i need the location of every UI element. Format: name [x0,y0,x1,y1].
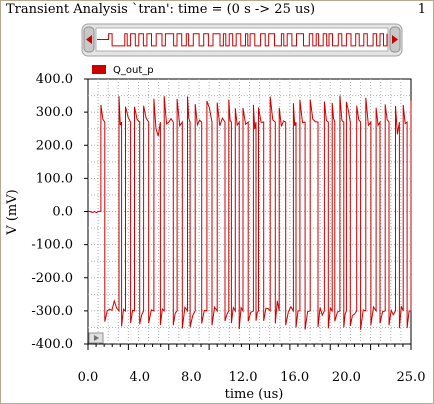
y-tick-label: -200.0 [31,271,73,286]
y-tick-label: -300.0 [31,304,73,319]
zoom-button[interactable] [88,332,104,344]
arrow-left-icon [86,35,92,44]
y-tick-label: 300.0 [36,105,73,120]
play-icon [94,335,99,341]
overview-trace [97,33,388,47]
y-axis-label: V (mV) [5,189,20,235]
x-tick-label: 20.0 [332,370,361,385]
y-axis-ticks: 400.0 300.0 200.0 100.0 0.0 -100.0 -200.0 -300.… [31,72,88,352]
overview-thumb[interactable] [95,27,389,52]
arrow-right-icon [392,35,398,44]
page-number: 1 [417,2,426,17]
series-q-out-p-line [88,95,412,330]
window-title: Transient Analysis `tran': time = (0 s -… [6,2,316,17]
legend: Q_out_p [92,65,154,76]
y-tick-label: -100.0 [31,238,73,253]
y-tick-label: 400.0 [36,72,73,87]
legend-label: Q_out_p [113,65,154,76]
y-tick-label: 200.0 [36,138,73,153]
legend-swatch [92,65,106,74]
grid [88,79,411,344]
overview-scrollbar[interactable] [81,23,403,57]
x-tick-label: 25.0 [397,370,426,385]
x-tick-label: 0.0 [78,370,99,385]
y-tick-label: 0.0 [52,205,73,220]
x-tick-label: 8.0 [181,370,202,385]
y-tick-label: -400.0 [31,337,73,352]
x-tick-label: 12.0 [229,370,258,385]
x-axis-label: time (us) [225,387,284,402]
x-tick-label: 16.0 [280,370,309,385]
y-tick-label: 100.0 [36,171,73,186]
x-axis-ticks: 0.0 4.0 8.0 12.0 16.0 20.0 25.0 [78,344,426,385]
x-tick-label: 4.0 [129,370,150,385]
